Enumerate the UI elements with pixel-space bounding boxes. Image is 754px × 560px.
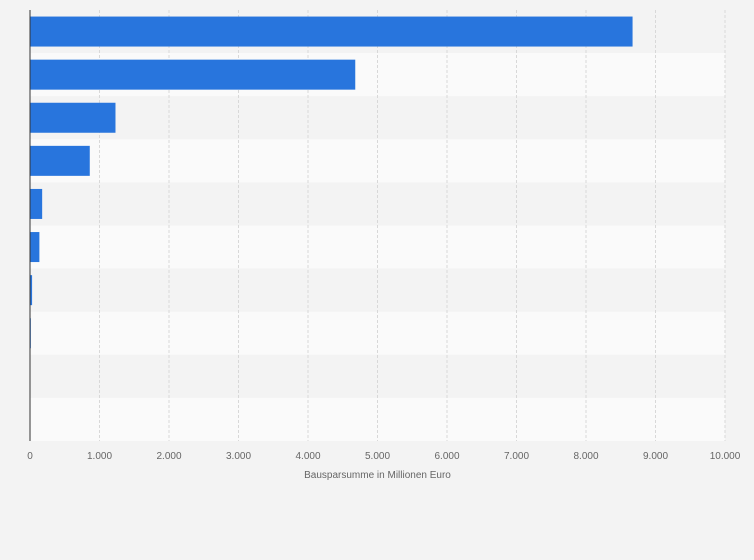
row-band xyxy=(30,311,725,355)
bars xyxy=(30,16,633,349)
x-axis-title: Bausparsumme in Millionen Euro xyxy=(304,470,451,481)
bar xyxy=(30,275,33,306)
x-tick-label: 9.000 xyxy=(643,451,668,462)
x-tick-label: 8.000 xyxy=(573,451,598,462)
x-tick-label: 0 xyxy=(27,451,33,462)
bar xyxy=(30,188,43,219)
x-tick-label: 3.000 xyxy=(226,451,251,462)
x-tick-label: 10.000 xyxy=(710,451,741,462)
x-tick-labels: 0 1.000 2.000 3.000 4.000 5.000 6.000 7.000 8.00… xyxy=(27,451,741,462)
x-tick-label: 1.000 xyxy=(87,451,112,462)
row-band xyxy=(30,397,725,441)
bar xyxy=(30,145,90,176)
x-tick-label: 2.000 xyxy=(156,451,181,462)
x-tick-label: 4.000 xyxy=(295,451,320,462)
x-tick-label: 5.000 xyxy=(365,451,390,462)
bar xyxy=(30,16,633,47)
x-tick-label: 7.000 xyxy=(504,451,529,462)
bar xyxy=(30,59,356,90)
row-band xyxy=(30,182,725,226)
bar xyxy=(30,232,40,263)
x-tick-label: 6.000 xyxy=(434,451,459,462)
bar xyxy=(30,102,116,133)
